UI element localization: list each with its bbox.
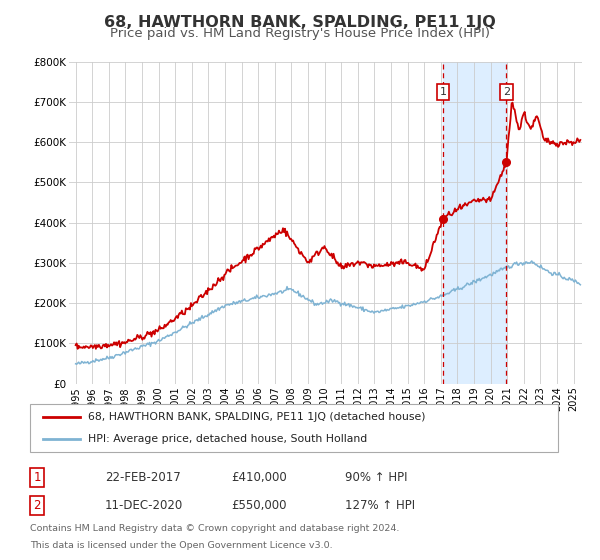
Text: 22-FEB-2017: 22-FEB-2017 (105, 470, 181, 484)
Text: 2: 2 (34, 498, 41, 512)
Text: £550,000: £550,000 (231, 498, 287, 512)
Text: This data is licensed under the Open Government Licence v3.0.: This data is licensed under the Open Gov… (30, 541, 332, 550)
FancyBboxPatch shape (30, 404, 558, 452)
Text: 127% ↑ HPI: 127% ↑ HPI (345, 498, 415, 512)
Text: Price paid vs. HM Land Registry's House Price Index (HPI): Price paid vs. HM Land Registry's House … (110, 27, 490, 40)
Text: 68, HAWTHORN BANK, SPALDING, PE11 1JQ: 68, HAWTHORN BANK, SPALDING, PE11 1JQ (104, 15, 496, 30)
Text: 1: 1 (439, 87, 446, 97)
Text: 90% ↑ HPI: 90% ↑ HPI (345, 470, 407, 484)
Text: 68, HAWTHORN BANK, SPALDING, PE11 1JQ (detached house): 68, HAWTHORN BANK, SPALDING, PE11 1JQ (d… (88, 412, 425, 422)
Text: 1: 1 (34, 470, 41, 484)
Text: Contains HM Land Registry data © Crown copyright and database right 2024.: Contains HM Land Registry data © Crown c… (30, 524, 400, 533)
Text: HPI: Average price, detached house, South Holland: HPI: Average price, detached house, Sout… (88, 434, 367, 444)
Text: 2: 2 (503, 87, 510, 97)
Bar (443, 62, 506, 384)
Text: 11-DEC-2020: 11-DEC-2020 (105, 498, 183, 512)
Text: £410,000: £410,000 (231, 470, 287, 484)
